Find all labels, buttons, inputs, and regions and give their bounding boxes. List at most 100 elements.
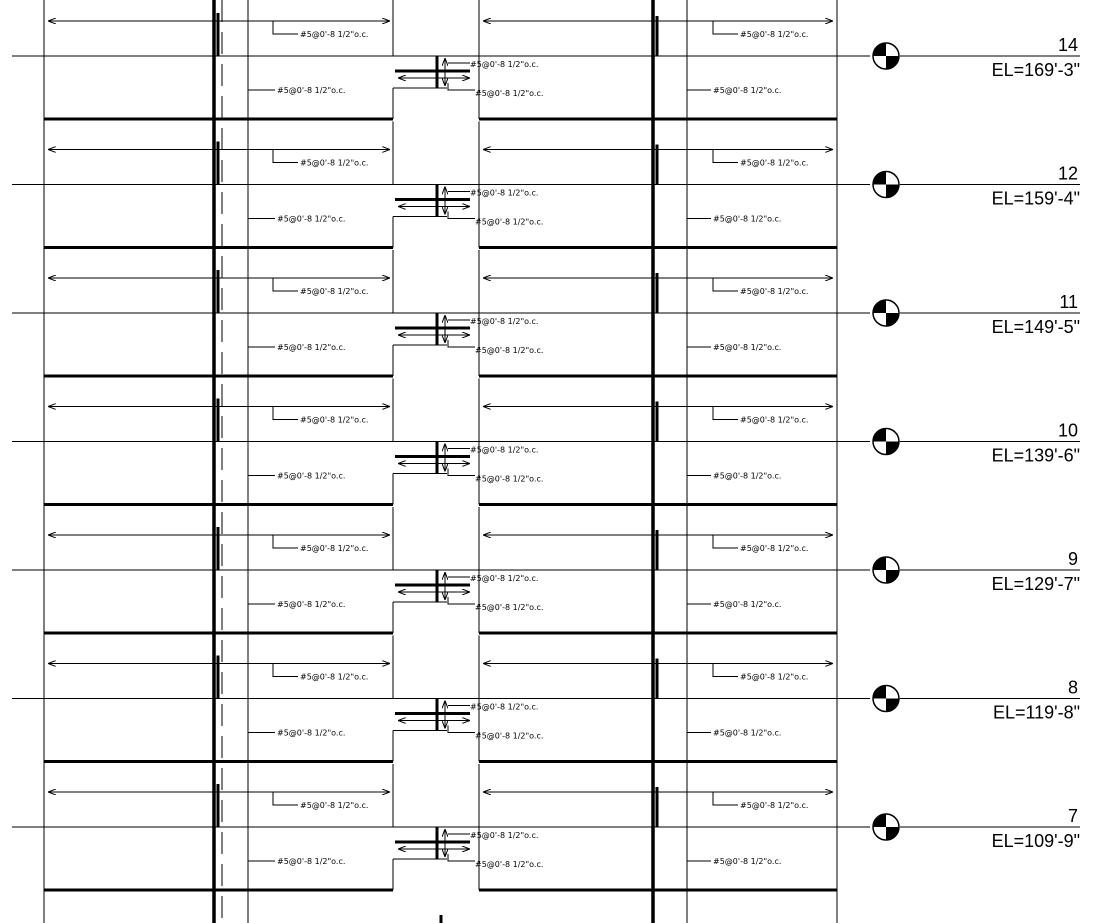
rebar-note: #5@0'-8 1/2"o.c. — [475, 475, 543, 484]
level-14: #5@0'-8 1/2"o.c. #5@0'-8 1/2"o.c. #5@0'-8 … — [12, 0, 1080, 121]
rebar-note: #5@0'-8 1/2"o.c. — [277, 215, 345, 224]
level-elevation: EL=129'-7" — [992, 574, 1080, 594]
level-number: 11 — [1059, 292, 1078, 312]
datum-quadrant — [873, 171, 886, 185]
level-8: #5@0'-8 1/2"o.c. #5@0'-8 1/2"o.c. #5@0'-8 … — [12, 635, 1080, 763]
rebar-note: #5@0'-8 1/2"o.c. — [475, 732, 543, 741]
rebar-note: #5@0'-8 1/2"o.c. — [740, 30, 808, 39]
rebar-note: #5@0'-8 1/2"o.c. — [475, 603, 543, 612]
rebar-note: #5@0'-8 1/2"o.c. — [277, 86, 345, 95]
rebar-note: #5@0'-8 1/2"o.c. — [470, 189, 538, 198]
level-number: 14 — [1058, 35, 1078, 55]
rebar-note: #5@0'-8 1/2"o.c. — [470, 574, 538, 583]
leader — [712, 278, 738, 292]
leader — [272, 535, 298, 549]
level-12: #5@0'-8 1/2"o.c. #5@0'-8 1/2"o.c. #5@0'-8 … — [12, 121, 1080, 249]
rebar-note: #5@0'-8 1/2"o.c. — [475, 860, 543, 869]
leader — [712, 406, 738, 420]
leader — [447, 211, 475, 219]
rebar-note: #5@0'-8 1/2"o.c. — [277, 343, 345, 352]
datum-quadrant — [873, 557, 886, 570]
rebar-note: #5@0'-8 1/2"o.c. — [470, 446, 538, 455]
rebar-note: #5@0'-8 1/2"o.c. — [475, 218, 543, 227]
rebar-note: #5@0'-8 1/2"o.c. — [713, 86, 781, 95]
leader — [712, 792, 738, 806]
rebar-note: #5@0'-8 1/2"o.c. — [713, 215, 781, 224]
leader — [272, 278, 298, 292]
leader — [712, 21, 738, 35]
leader — [447, 854, 475, 862]
level-number: 7 — [1068, 806, 1078, 826]
rebar-note: #5@0'-8 1/2"o.c. — [740, 159, 808, 168]
datum-quadrant — [873, 300, 886, 313]
level-elevation: EL=159'-4" — [992, 189, 1080, 209]
level-number: 8 — [1068, 678, 1078, 698]
datum-quadrant — [886, 570, 899, 583]
rebar-note: #5@0'-8 1/2"o.c. — [475, 346, 543, 355]
rebar-note: #5@0'-8 1/2"o.c. — [470, 831, 538, 840]
datum-quadrant — [873, 43, 886, 56]
rebar-note: #5@0'-8 1/2"o.c. — [740, 416, 808, 425]
rebar-note: #5@0'-8 1/2"o.c. — [300, 287, 368, 296]
rebar-note: #5@0'-8 1/2"o.c. — [470, 60, 538, 69]
datum-quadrant — [873, 428, 886, 442]
rebar-note: #5@0'-8 1/2"o.c. — [713, 600, 781, 609]
rebar-note: #5@0'-8 1/2"o.c. — [277, 729, 345, 738]
level-9: #5@0'-8 1/2"o.c. #5@0'-8 1/2"o.c. #5@0'-8 … — [12, 507, 1080, 635]
datum-quadrant — [873, 685, 886, 699]
rebar-note: #5@0'-8 1/2"o.c. — [740, 801, 808, 810]
level-11: #5@0'-8 1/2"o.c. #5@0'-8 1/2"o.c. #5@0'-8 … — [12, 250, 1080, 378]
rebar-note: #5@0'-8 1/2"o.c. — [300, 544, 368, 553]
leader — [447, 725, 475, 733]
rebar-note: #5@0'-8 1/2"o.c. — [300, 801, 368, 810]
grid-lines — [43, 0, 838, 923]
level-elevation: EL=169'-3" — [992, 60, 1080, 80]
rebar-note: #5@0'-8 1/2"o.c. — [713, 472, 781, 481]
rebar-note: #5@0'-8 1/2"o.c. — [475, 89, 543, 98]
rebar-note: #5@0'-8 1/2"o.c. — [277, 600, 345, 609]
level-number: 9 — [1068, 549, 1078, 569]
levels: #5@0'-8 1/2"o.c. #5@0'-8 1/2"o.c. #5@0'-8 … — [12, 0, 1080, 923]
rebar-note: #5@0'-8 1/2"o.c. — [300, 673, 368, 682]
leader — [447, 83, 475, 91]
rebar-note: #5@0'-8 1/2"o.c. — [300, 30, 368, 39]
rebar-note: #5@0'-8 1/2"o.c. — [740, 544, 808, 553]
level-number: 12 — [1058, 164, 1078, 184]
rebar-note: #5@0'-8 1/2"o.c. — [713, 729, 781, 738]
level-10: #5@0'-8 1/2"o.c. #5@0'-8 1/2"o.c. #5@0'-8 … — [12, 378, 1080, 506]
leader — [272, 663, 298, 677]
rebar-note: #5@0'-8 1/2"o.c. — [470, 317, 538, 326]
level-elevation: EL=139'-6" — [992, 446, 1080, 466]
datum-quadrant — [886, 56, 899, 69]
rebar-note: #5@0'-8 1/2"o.c. — [277, 472, 345, 481]
datum-quadrant — [886, 698, 899, 712]
datum-quadrant — [873, 814, 886, 827]
leader — [712, 149, 738, 163]
level-7: #5@0'-8 1/2"o.c. #5@0'-8 1/2"o.c. #5@0'-8 … — [12, 764, 1080, 892]
datum-quadrant — [886, 313, 899, 326]
datum-quadrant — [886, 184, 899, 198]
rebar-note: #5@0'-8 1/2"o.c. — [277, 857, 345, 866]
rebar-note: #5@0'-8 1/2"o.c. — [740, 673, 808, 682]
datum-quadrant — [886, 441, 899, 455]
leader — [272, 406, 298, 420]
level-elevation: EL=109'-9" — [992, 831, 1080, 851]
leader — [447, 340, 475, 348]
leader — [712, 663, 738, 677]
rebar-note: #5@0'-8 1/2"o.c. — [713, 343, 781, 352]
datum-quadrant — [886, 827, 899, 840]
leader — [272, 21, 298, 35]
rebar-note: #5@0'-8 1/2"o.c. — [713, 857, 781, 866]
rebar-note: #5@0'-8 1/2"o.c. — [740, 287, 808, 296]
rebar-note: #5@0'-8 1/2"o.c. — [300, 159, 368, 168]
leader — [272, 149, 298, 163]
leader — [272, 792, 298, 806]
leader — [712, 535, 738, 549]
level-elevation: EL=119'-8" — [993, 703, 1080, 723]
level-elevation: EL=149'-5" — [992, 317, 1080, 337]
rebar-note: #5@0'-8 1/2"o.c. — [470, 703, 538, 712]
rebar-note: #5@0'-8 1/2"o.c. — [300, 416, 368, 425]
leader — [447, 468, 475, 476]
level-number: 10 — [1058, 421, 1078, 441]
